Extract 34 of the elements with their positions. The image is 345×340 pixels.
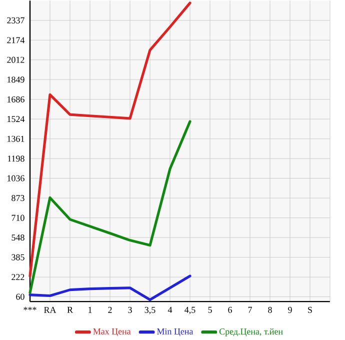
y-tick-label: 710 bbox=[12, 214, 24, 221]
y-tick-label: 1849 bbox=[8, 76, 24, 83]
y-tick-label: 222 bbox=[12, 274, 24, 280]
y-tick-label: 548 bbox=[12, 234, 24, 241]
y-tick-label: 1524 bbox=[8, 116, 25, 122]
y-tick-label: 2337 bbox=[7, 17, 24, 24]
legend-label: Min Цена bbox=[157, 328, 194, 336]
y-tick-label: 2174 bbox=[7, 37, 25, 44]
x-tick-label: 5 bbox=[208, 306, 212, 313]
y-tick-label: 60 bbox=[16, 294, 24, 300]
x-tick-label: S bbox=[308, 306, 312, 314]
y-tick-label: 1198 bbox=[8, 156, 24, 162]
y-tick-label: 873 bbox=[12, 195, 24, 202]
x-tick-label: 4 bbox=[168, 306, 172, 313]
x-tick-label: RA bbox=[44, 306, 56, 313]
x-tick-label: 9 bbox=[288, 306, 292, 314]
x-tick-label: 2 bbox=[108, 306, 112, 313]
x-tick-label: 3 bbox=[128, 306, 132, 314]
y-tick-label: 1361 bbox=[8, 136, 24, 142]
x-tick-label: R bbox=[67, 306, 73, 313]
x-tick-label: 8 bbox=[268, 306, 272, 314]
x-tick-label: 3,5 bbox=[144, 306, 156, 314]
y-tick-label: 1036 bbox=[8, 175, 24, 182]
x-tick-label: *** bbox=[24, 306, 36, 310]
x-tick-label: 6 bbox=[228, 306, 232, 314]
line-series bbox=[28, 2, 192, 278]
y-tick-label: 1686 bbox=[8, 96, 24, 103]
y-tick-label: 385 bbox=[12, 254, 24, 260]
legend-label: Max Цена bbox=[93, 328, 131, 336]
y-tick-label: 2012 bbox=[7, 56, 24, 63]
x-tick-label: 1 bbox=[88, 306, 92, 313]
legend-label: Сред.Цена, т.йен bbox=[219, 328, 283, 336]
x-tick-label: 7 bbox=[248, 306, 252, 313]
x-tick-label: 4,5 bbox=[184, 306, 196, 314]
